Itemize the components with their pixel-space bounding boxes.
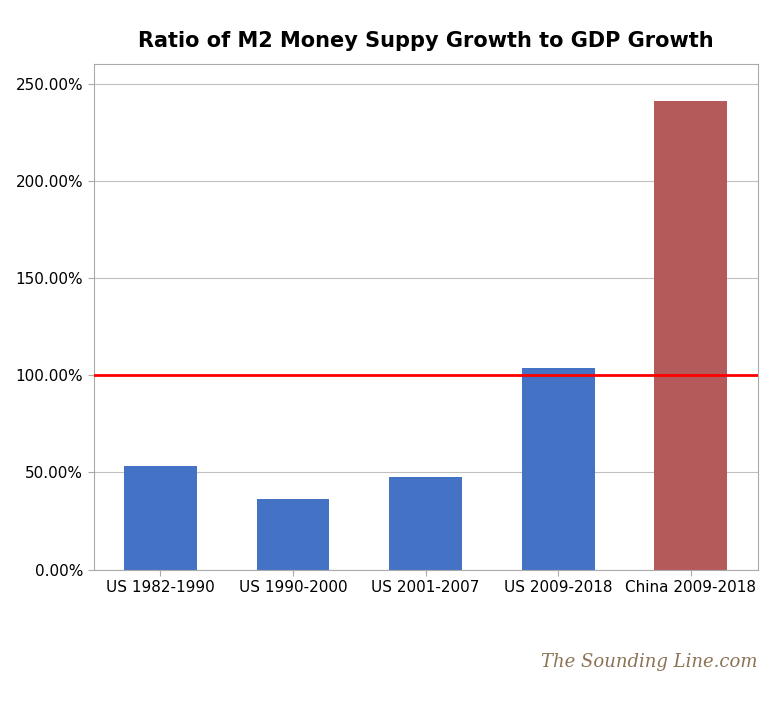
Bar [389,476,462,570]
Title: Ratio of M2 Money Suppy Growth to GDP Growth: Ratio of M2 Money Suppy Growth to GDP Gr… [137,31,714,51]
Bar [654,101,727,570]
Bar [256,498,330,570]
Bar [124,466,197,570]
Text: The Sounding Line.com: The Sounding Line.com [541,653,758,671]
Bar [522,368,595,570]
